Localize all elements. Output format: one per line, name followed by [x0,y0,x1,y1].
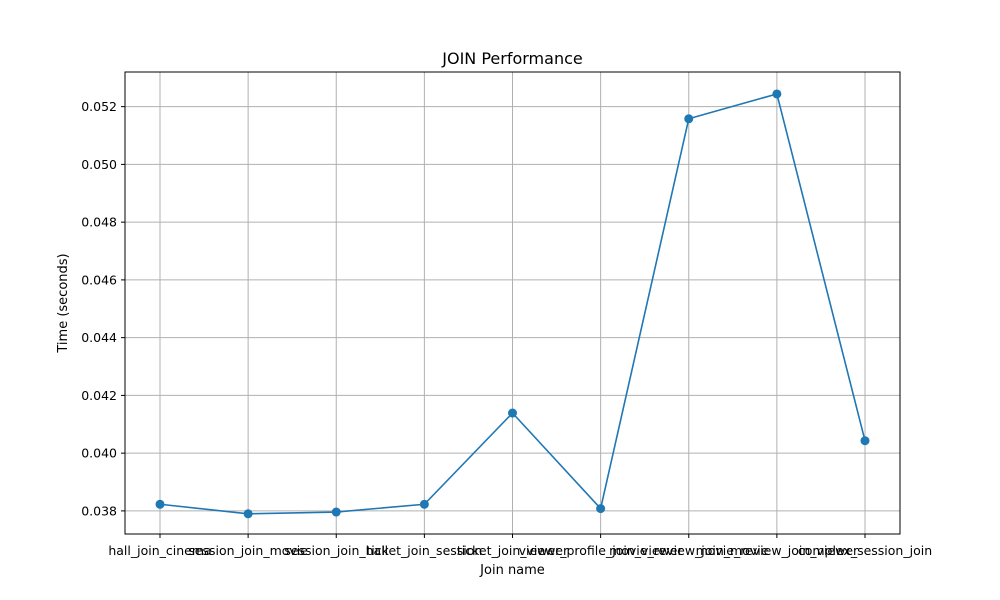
series-layer [155,89,870,519]
data-point [508,408,517,418]
x-tick-label: movie_review_join_movie [609,543,769,558]
grid-layer [125,72,900,534]
data-point [596,504,606,514]
y-tick-label: 0.040 [81,446,117,461]
x-tick-label: session_join_movie [188,543,308,558]
y-tick-label: 0.046 [81,272,117,287]
data-point [772,89,782,99]
x-tick-label: viewer_profile_join_viewer [519,543,684,558]
data-point [331,507,341,517]
y-tick-label: 0.038 [81,503,117,518]
y-tick-label: 0.050 [81,157,117,172]
y-tick-label: 0.048 [81,215,117,230]
data-point [860,436,870,446]
data-point [155,499,165,509]
x-tick-label: complex_session_join [798,543,932,558]
x-tick-label: hall_join_cinema [108,543,211,558]
y-tick-label: 0.052 [81,99,117,114]
x-tick-label: session_join_hall [284,543,388,558]
x-tick-label: ticket_join_viewer [457,543,569,558]
x-tick-label: movie_review_join_viewer [696,543,859,558]
data-point [243,509,253,519]
data-point [419,499,429,509]
x-tick-label: ticket_join_session [366,543,482,558]
y-tick-label: 0.042 [81,388,117,403]
y-axis-label: Time (seconds) [56,253,71,353]
x-axis-label: Join name [479,563,545,578]
tick-layer: hall_join_cinemasession_join_moviesessio… [81,99,932,558]
data-point [684,114,694,124]
y-tick-label: 0.044 [81,330,117,345]
chart-title: JOIN Performance [441,49,582,68]
